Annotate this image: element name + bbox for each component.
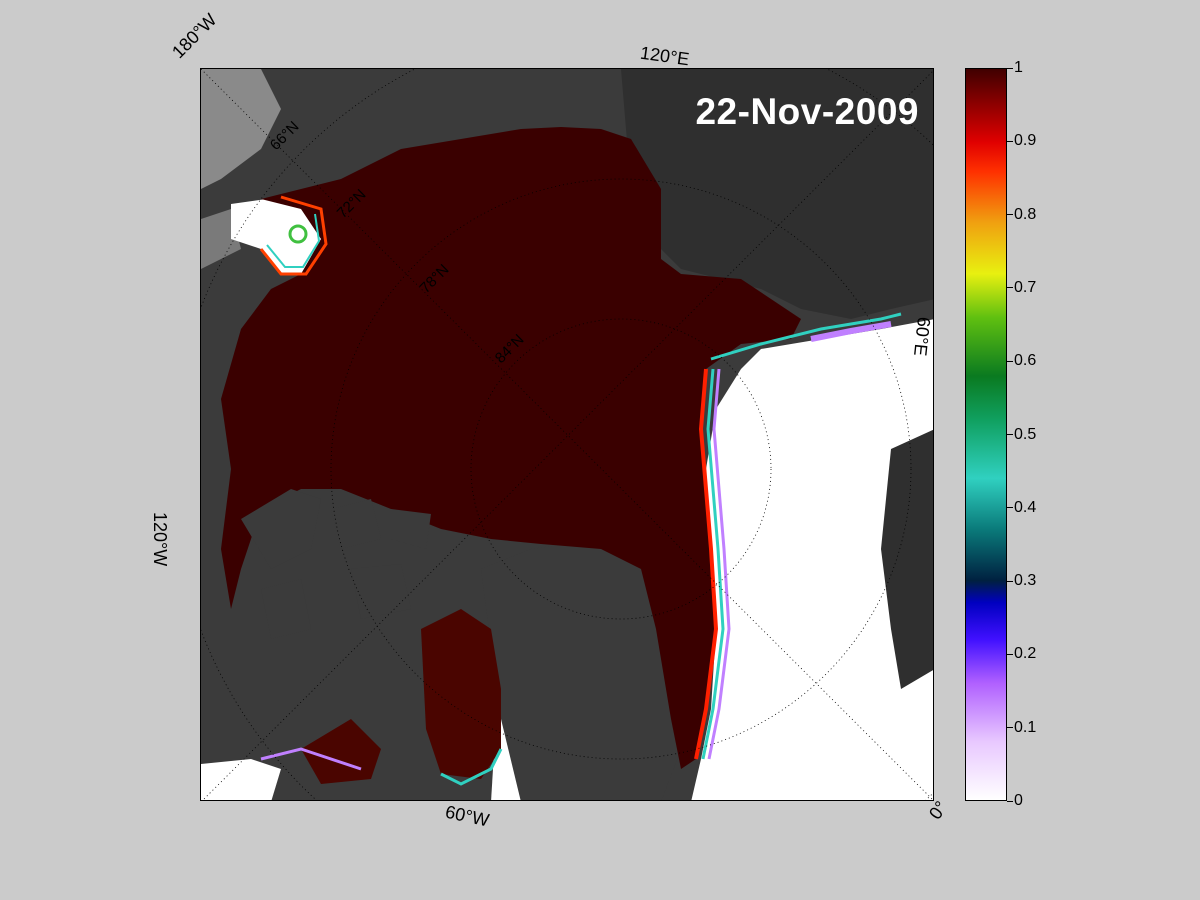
colorbar-tick-label: 0 xyxy=(1014,792,1023,809)
outer-land-region xyxy=(201,69,281,189)
colorbar-tick-label: 0.9 xyxy=(1014,132,1037,150)
sea-ice-arctic-basin xyxy=(221,127,801,769)
colorbar-tick-label: 0.6 xyxy=(1014,352,1037,370)
colorbar xyxy=(965,68,1007,801)
colorbar-tick-mark xyxy=(1007,580,1013,582)
ice-edge-bering xyxy=(259,195,328,276)
lon-label-0: 0° xyxy=(925,797,952,824)
colorbar-tick-mark xyxy=(1007,140,1013,142)
sea-ice-map: 66°N 72°N 78°N 84°N 22-Nov-2009 xyxy=(200,68,934,801)
land-siberia xyxy=(621,69,933,319)
land-archipelago xyxy=(241,489,431,639)
sea-ice-baffin-bay xyxy=(421,609,501,779)
ice-edge-atlantic-inner xyxy=(701,368,725,760)
lon-label-120w: 120°W xyxy=(150,512,170,567)
colorbar-tick-label: 0.5 xyxy=(1014,425,1037,443)
graticule xyxy=(201,69,933,800)
colorbar-tick-mark xyxy=(1007,653,1013,655)
lon-label-60e: 60°E xyxy=(910,315,934,358)
land-greenland xyxy=(481,539,691,800)
colorbar-tick-label: 0.3 xyxy=(1014,572,1037,590)
colorbar-tick-label: 1 xyxy=(1014,59,1023,76)
ice-edge-kara-outer xyxy=(810,321,892,342)
ice-edge-atlantic-outer xyxy=(707,368,731,760)
ice-edge-bering-inner xyxy=(266,213,321,268)
lon-label-60w: 60°W xyxy=(443,801,491,831)
colorbar-tick-mark xyxy=(1007,727,1013,729)
colorbar-tick-label: 0.1 xyxy=(1014,718,1037,736)
sea-ice-map-drawing: 66°N 72°N 78°N 84°N xyxy=(201,69,933,800)
date-label: 22-Nov-2009 xyxy=(695,91,919,132)
colorbar-tick-label: 0.8 xyxy=(1014,205,1037,223)
open-water-bottom-left xyxy=(201,759,281,800)
lon-label-120e: 120°E xyxy=(638,42,691,70)
ice-edge-hudson xyxy=(260,747,362,771)
ice-edge-baffin xyxy=(440,748,503,786)
open-water-bering xyxy=(231,197,326,274)
open-water-atlantic xyxy=(691,319,933,800)
ice-edge-atlantic xyxy=(694,368,719,760)
colorbar-tick-label: 0.2 xyxy=(1014,645,1037,663)
ice-edge-island-ring xyxy=(288,224,308,244)
colorbar-tick-mark xyxy=(1007,287,1013,289)
lon-label-180w: 180°W xyxy=(168,9,221,63)
colorbar-tick-label: 0.4 xyxy=(1014,498,1037,516)
colorbar-tick-mark xyxy=(1007,800,1013,802)
ice-edge-kara xyxy=(710,312,902,361)
colorbar-tick-label: 0.7 xyxy=(1014,278,1037,296)
colorbar-tick-mark xyxy=(1007,434,1013,435)
colorbar-tick-mark xyxy=(1007,507,1013,509)
land-scandinavia xyxy=(881,429,933,689)
colorbar-tick-mark xyxy=(1007,67,1013,69)
colorbar-tick-mark xyxy=(1007,360,1013,362)
colorbar-tick-mark xyxy=(1007,214,1013,216)
